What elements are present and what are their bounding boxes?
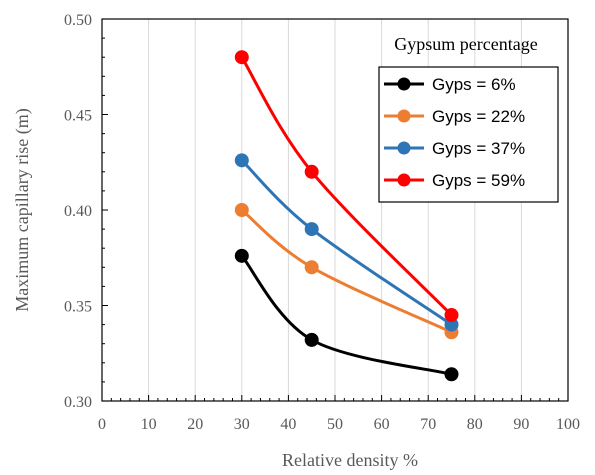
x-tick-label: 60 xyxy=(374,416,390,433)
x-tick-label: 20 xyxy=(187,416,203,433)
legend-label: Gyps = 59% xyxy=(432,171,525,190)
legend-swatch-marker xyxy=(398,174,411,187)
x-tick-label: 70 xyxy=(420,416,436,433)
legend-label: Gyps = 6% xyxy=(432,75,516,94)
x-tick-label: 30 xyxy=(234,416,250,433)
legend-label: Gyps = 37% xyxy=(432,139,525,158)
x-tick-label: 0 xyxy=(98,416,106,433)
x-tick-label: 100 xyxy=(556,416,580,433)
data-point xyxy=(445,368,458,381)
x-axis-title: Relative density % xyxy=(282,450,418,470)
data-point xyxy=(305,223,318,236)
data-point xyxy=(445,309,458,322)
y-tick-label: 0.40 xyxy=(64,203,92,220)
series-line xyxy=(242,256,452,374)
legend-title: Gypsum percentage xyxy=(394,34,537,54)
x-tick-label: 50 xyxy=(327,416,343,433)
y-tick-label: 0.35 xyxy=(64,299,92,316)
data-point xyxy=(305,165,318,178)
y-axis-title: Maximum capillary rise (m) xyxy=(12,108,33,311)
x-tick-label: 80 xyxy=(467,416,483,433)
x-tick-label: 40 xyxy=(280,416,296,433)
legend-swatch-marker xyxy=(398,110,411,123)
data-point xyxy=(305,261,318,274)
legend-label: Gyps = 22% xyxy=(432,107,525,126)
data-point xyxy=(235,249,248,262)
x-tick-label: 10 xyxy=(141,416,157,433)
data-point xyxy=(305,333,318,346)
series-line xyxy=(242,210,452,332)
legend-swatch-marker xyxy=(398,78,411,91)
legend-swatch-marker xyxy=(398,142,411,155)
data-point xyxy=(235,51,248,64)
legend: Gypsum percentage Gyps = 6% Gyps = 22% Gyps… xyxy=(379,34,558,202)
y-tick-label: 0.45 xyxy=(64,108,92,125)
y-tick-label: 0.30 xyxy=(64,394,92,411)
series-1 xyxy=(235,204,458,339)
x-tick-label: 90 xyxy=(513,416,529,433)
y-tick-label: 0.50 xyxy=(64,12,92,29)
data-point xyxy=(235,204,248,217)
data-point xyxy=(235,154,248,167)
series-0 xyxy=(235,249,458,380)
